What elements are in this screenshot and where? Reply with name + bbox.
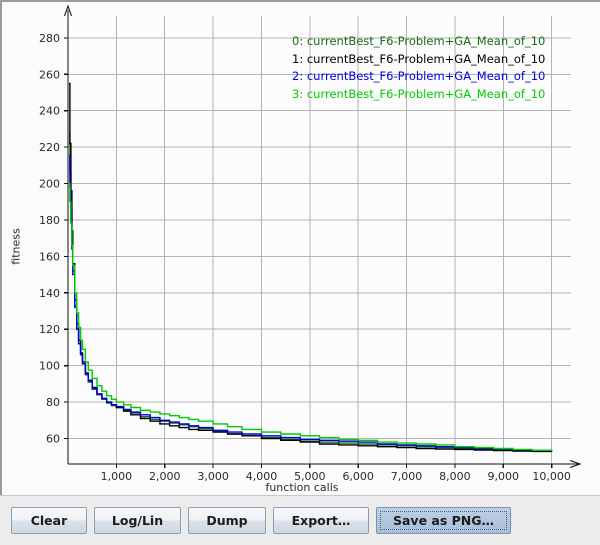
x-axis-title: function calls <box>265 481 339 494</box>
svg-text:240: 240 <box>39 105 60 118</box>
svg-text:8,000: 8,000 <box>439 470 471 483</box>
export-button[interactable]: Export… <box>273 507 369 534</box>
legend-label-0: 0: currentBest_F6-Problem+GA_Mean_of_10 <box>292 34 546 48</box>
svg-text:10,000: 10,000 <box>532 470 571 483</box>
svg-text:80: 80 <box>46 396 60 409</box>
svg-text:7,000: 7,000 <box>391 470 423 483</box>
svg-text:120: 120 <box>39 323 60 336</box>
chart-panel: 60 80 100 120 140 160 180 200 220 240 260 280 1,000 2… <box>0 0 600 495</box>
svg-text:2,000: 2,000 <box>149 470 181 483</box>
legend-item-1: 1: currentBest_F6-Problem+GA_Mean_of_10 <box>292 51 545 69</box>
svg-text:100: 100 <box>39 360 60 373</box>
svg-text:200: 200 <box>39 178 60 191</box>
svg-text:60: 60 <box>46 433 60 446</box>
svg-text:6,000: 6,000 <box>342 470 374 483</box>
legend-item-3: 3: currentBest_F6-Problem+GA_Mean_of_10 <box>292 86 545 104</box>
legend-label-3: 3: currentBest_F6-Problem+GA_Mean_of_10 <box>292 86 546 101</box>
save-as-png-button[interactable]: Save as PNG… <box>376 507 511 534</box>
svg-text:280: 280 <box>39 32 60 45</box>
dump-button[interactable]: Dump <box>188 507 266 534</box>
legend-item-2: 2: currentBest_F6-Problem+GA_Mean_of_10 <box>292 68 545 86</box>
svg-text:140: 140 <box>39 287 60 300</box>
svg-text:180: 180 <box>39 214 60 227</box>
y-axis-title: fitness <box>9 228 23 265</box>
fitness-chart: 60 80 100 120 140 160 180 200 220 240 260 280 1,000 2… <box>39 4 582 483</box>
chart-legend: 0: currentBest_F6-Problem+GA_Mean_of_10 … <box>292 33 545 103</box>
svg-text:3,000: 3,000 <box>197 470 229 483</box>
legend-label-1: 1: currentBest_F6-Problem+GA_Mean_of_10 <box>292 51 546 66</box>
svg-text:9,000: 9,000 <box>488 470 520 483</box>
clear-button[interactable]: Clear <box>11 507 87 534</box>
legend-item-0: 0: currentBest_F6-Problem+GA_Mean_of_10 <box>292 33 545 51</box>
svg-text:160: 160 <box>39 250 60 263</box>
svg-text:1,000: 1,000 <box>101 470 133 483</box>
svg-text:260: 260 <box>39 68 60 81</box>
svg-text:5,000: 5,000 <box>294 470 326 483</box>
svg-text:4,000: 4,000 <box>246 470 278 483</box>
legend-label-2: 2: currentBest_F6-Problem+GA_Mean_of_10 <box>292 69 546 84</box>
button-bar: Clear Log/Lin Dump Export… Save as PNG… <box>0 495 600 545</box>
svg-text:220: 220 <box>39 141 60 154</box>
log-lin-button[interactable]: Log/Lin <box>94 507 181 534</box>
